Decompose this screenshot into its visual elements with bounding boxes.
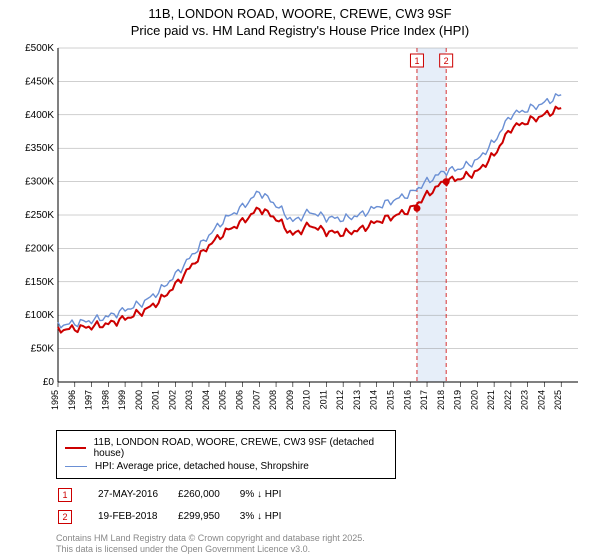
- title-line1: 11B, LONDON ROAD, WOORE, CREWE, CW3 9SF: [10, 6, 590, 23]
- svg-text:2005: 2005: [218, 390, 228, 410]
- svg-text:2000: 2000: [134, 390, 144, 410]
- svg-text:£50K: £50K: [31, 343, 55, 354]
- svg-text:2014: 2014: [369, 390, 379, 410]
- svg-text:2008: 2008: [268, 390, 278, 410]
- marker-row: 2 19-FEB-2018 £299,950 3% ↓ HPI: [58, 507, 299, 527]
- svg-text:1995: 1995: [50, 390, 60, 410]
- footer: Contains HM Land Registry data © Crown c…: [56, 533, 584, 556]
- marker-row: 1 27-MAY-2016 £260,000 9% ↓ HPI: [58, 485, 299, 505]
- svg-text:£0: £0: [43, 377, 55, 388]
- svg-text:£350K: £350K: [25, 143, 54, 154]
- svg-text:2002: 2002: [167, 390, 177, 410]
- svg-text:£150K: £150K: [25, 277, 54, 288]
- line-chart-svg: £0 £50K £100K £150K £200K £250K £300K £350K £400…: [10, 44, 590, 424]
- svg-text:1997: 1997: [84, 390, 94, 410]
- legend-swatch: [65, 447, 86, 449]
- svg-text:2023: 2023: [520, 390, 530, 410]
- svg-text:2011: 2011: [318, 390, 328, 409]
- svg-text:2017: 2017: [419, 390, 429, 410]
- footer-line2: This data is licensed under the Open Gov…: [56, 544, 584, 556]
- svg-text:£200K: £200K: [25, 243, 54, 254]
- svg-text:1999: 1999: [117, 390, 127, 410]
- marker-id-cell: 1: [58, 485, 96, 505]
- marker-date: 27-MAY-2016: [98, 485, 176, 505]
- svg-text:2007: 2007: [251, 390, 261, 410]
- legend-item: 11B, LONDON ROAD, WOORE, CREWE, CW3 9SF …: [65, 437, 387, 459]
- svg-text:2004: 2004: [201, 390, 211, 410]
- svg-text:2022: 2022: [503, 390, 513, 410]
- svg-text:2018: 2018: [436, 390, 446, 410]
- marker-box-icon: 2: [58, 510, 72, 524]
- svg-text:2016: 2016: [402, 390, 412, 410]
- legend-item: HPI: Average price, detached house, Shro…: [65, 461, 387, 472]
- svg-text:1996: 1996: [67, 390, 77, 410]
- marker-date: 19-FEB-2018: [98, 507, 176, 527]
- legend-label: HPI: Average price, detached house, Shro…: [95, 461, 309, 472]
- svg-text:1: 1: [414, 56, 419, 66]
- chart-title-block: 11B, LONDON ROAD, WOORE, CREWE, CW3 9SF …: [0, 0, 600, 44]
- svg-text:£400K: £400K: [25, 110, 54, 121]
- title-line2: Price paid vs. HM Land Registry's House …: [10, 23, 590, 40]
- svg-text:£300K: £300K: [25, 176, 54, 187]
- svg-text:£100K: £100K: [25, 310, 54, 321]
- svg-text:£450K: £450K: [25, 76, 54, 87]
- svg-text:2003: 2003: [184, 390, 194, 410]
- svg-text:2015: 2015: [385, 390, 395, 410]
- svg-text:£500K: £500K: [25, 44, 54, 54]
- svg-text:2021: 2021: [486, 390, 496, 410]
- svg-text:2006: 2006: [235, 390, 245, 410]
- svg-text:2013: 2013: [352, 390, 362, 410]
- svg-text:£250K: £250K: [25, 210, 54, 221]
- svg-text:2001: 2001: [151, 390, 161, 410]
- svg-text:2010: 2010: [302, 390, 312, 410]
- legend-label: 11B, LONDON ROAD, WOORE, CREWE, CW3 9SF …: [94, 437, 387, 459]
- svg-text:2024: 2024: [536, 390, 546, 410]
- marker-price: £299,950: [178, 507, 238, 527]
- svg-text:2020: 2020: [469, 390, 479, 410]
- footer-line1: Contains HM Land Registry data © Crown c…: [56, 533, 584, 545]
- marker-delta: 3% ↓ HPI: [240, 507, 300, 527]
- svg-text:2012: 2012: [335, 390, 345, 410]
- marker-price: £260,000: [178, 485, 238, 505]
- svg-text:2025: 2025: [553, 390, 563, 410]
- legend: 11B, LONDON ROAD, WOORE, CREWE, CW3 9SF …: [56, 430, 396, 479]
- svg-text:2019: 2019: [453, 390, 463, 410]
- legend-swatch: [65, 466, 87, 467]
- marker-box-icon: 1: [58, 488, 72, 502]
- svg-text:2009: 2009: [285, 390, 295, 410]
- chart-area: £0 £50K £100K £150K £200K £250K £300K £350K £400…: [10, 44, 590, 424]
- marker-table: 1 27-MAY-2016 £260,000 9% ↓ HPI 2 19-FEB…: [56, 483, 301, 529]
- marker-delta: 9% ↓ HPI: [240, 485, 300, 505]
- svg-text:2: 2: [444, 56, 449, 66]
- svg-text:1998: 1998: [100, 390, 110, 410]
- marker-id-cell: 2: [58, 507, 96, 527]
